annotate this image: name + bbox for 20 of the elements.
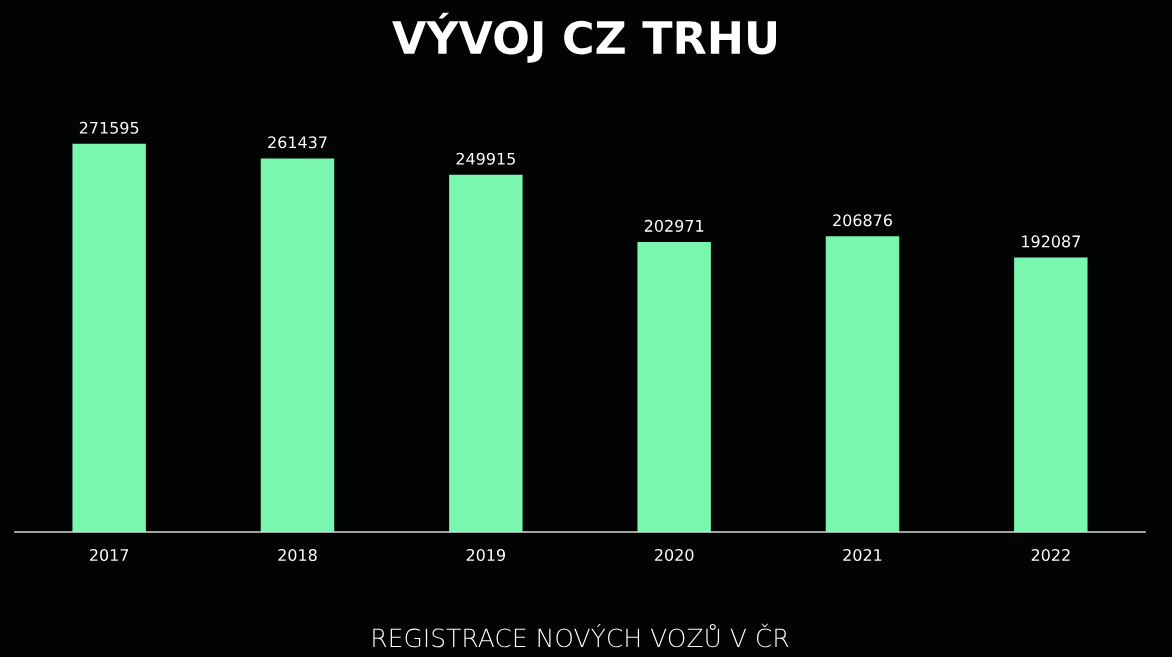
data-label: 271595	[79, 121, 139, 134]
x-tick-label: 2022	[1031, 548, 1070, 562]
data-label: 202971	[644, 219, 704, 232]
bar	[637, 241, 711, 532]
data-label: 206876	[833, 214, 892, 227]
x-tick-label: 2020	[655, 548, 694, 562]
x-tick-label: 2017	[90, 548, 129, 562]
chart-title: VÝVOJ CZ TRHU	[392, 12, 776, 63]
x-tick-label: 2019	[466, 548, 506, 562]
bar	[72, 143, 146, 532]
x-axis-title: REGISTRACE NOVÝCH VOZŮ V ČR	[373, 623, 789, 648]
bar	[1014, 257, 1088, 532]
data-label: 261437	[268, 136, 327, 149]
data-label: 249915	[456, 152, 515, 165]
bar	[449, 174, 523, 532]
bar	[260, 158, 335, 532]
bar	[825, 236, 900, 532]
x-tick-label: 2021	[843, 548, 882, 562]
x-tick-label: 2018	[278, 548, 317, 562]
data-label: 192087	[1022, 235, 1080, 248]
